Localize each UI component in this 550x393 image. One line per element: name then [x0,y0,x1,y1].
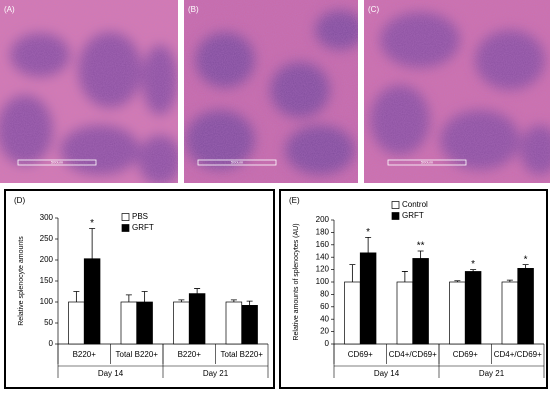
bar [225,301,243,345]
legend-label: Control [402,200,428,209]
error-bar [454,280,461,282]
error-bar [365,236,372,253]
bar [412,258,429,345]
significance-label: * [471,259,475,270]
panel-label: (D) [14,196,25,205]
significance-label: * [366,227,370,238]
bar [241,305,258,345]
legend-label: GRFT [132,223,154,232]
bar [359,252,377,345]
y-tick-label: 100 [40,297,54,306]
error-bar [89,228,96,259]
bar [501,281,519,345]
bar [464,271,482,345]
group-label: Day 14 [98,369,124,378]
group-label: Day 21 [479,369,505,378]
significance-label: ** [417,241,425,252]
y-axis-label: Relative amounts of splenocytes (AU) [293,223,300,340]
y-tick-label: 160 [316,240,330,249]
legend-label: PBS [132,212,148,221]
y-tick-label: 200 [40,255,54,264]
bar [344,281,361,345]
scale-label: 500um [51,160,64,165]
panel-label: (E) [289,196,300,205]
y-tick-label: 100 [316,277,330,286]
y-tick-label: 200 [316,215,330,224]
error-bar [506,279,513,282]
scale-bars [17,159,467,166]
bar [120,301,138,345]
x-tick-label: CD69+ [348,350,373,359]
panel-frame [279,189,548,389]
bar [396,281,414,345]
y-tick-label: 180 [316,228,330,237]
bar [517,268,534,345]
x-tick-label: Total B220+ [116,350,159,359]
x-tick-label: Total B220+ [221,350,264,359]
legend-swatch [121,224,130,232]
y-tick-label: 80 [320,290,329,299]
significance-label: * [90,218,94,229]
panel-label: (A) [4,5,15,14]
y-tick-label: 20 [320,327,329,336]
panel-label: (C) [368,5,379,14]
y-axis-label: Relative splenocyte amounts [18,236,25,326]
error-bar [73,291,80,302]
legend-swatch [391,212,400,220]
error-bar [522,264,529,269]
bar [136,301,153,345]
legend-swatch [121,213,130,221]
panel-label: (B) [188,5,199,14]
panel-frame [4,189,275,389]
significance-label: * [524,254,528,265]
error-bar [178,299,185,302]
scale-label: 500um [421,160,434,165]
legend-swatch [391,201,400,209]
bar [83,258,101,345]
x-tick-label: B220+ [178,350,202,359]
bar [68,301,85,345]
scale-label: 500um [231,160,244,165]
y-tick-label: 40 [320,314,329,323]
y-tick-label: 120 [316,265,330,274]
group-label: Day 21 [203,369,229,378]
error-bar [194,288,201,294]
group-label: Day 14 [374,369,400,378]
y-tick-label: 0 [49,339,54,348]
y-tick-label: 60 [320,302,329,311]
error-bar [417,250,424,259]
error-bar [401,271,408,282]
error-bar [470,269,477,272]
y-tick-label: 250 [40,234,54,243]
histology-image [184,0,358,183]
x-tick-label: CD69+ [453,350,478,359]
error-bar [349,264,356,282]
error-bar [141,291,148,302]
error-bar [230,299,237,302]
error-bar [246,300,253,306]
legend-label: GRFT [402,211,424,220]
y-tick-label: 50 [44,318,53,327]
y-tick-label: 0 [325,339,330,348]
y-tick-label: 300 [40,213,54,222]
x-tick-label: CD4+/CD69+ [494,350,542,359]
y-tick-label: 150 [40,276,54,285]
error-bar [125,294,132,302]
bar [449,281,466,345]
histology-image [0,0,178,183]
histology-image [364,0,550,183]
x-tick-label: CD4+/CD69+ [389,350,437,359]
bar [173,301,190,345]
bar [188,293,206,345]
x-tick-label: B220+ [73,350,97,359]
y-tick-label: 140 [316,252,330,261]
